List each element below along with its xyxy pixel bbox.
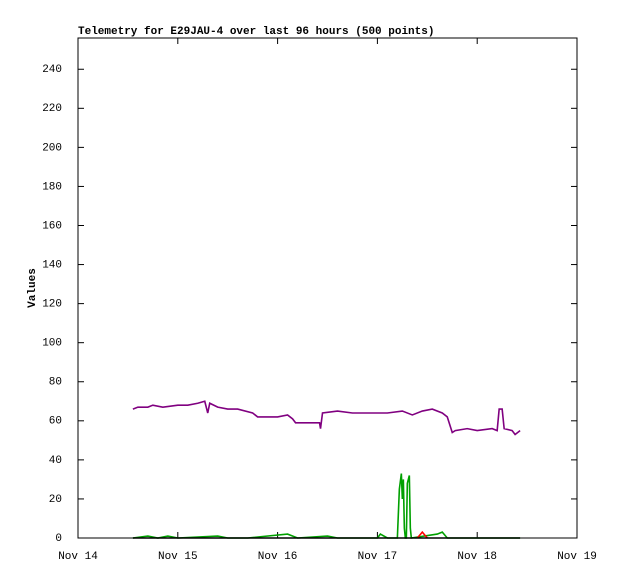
y-tick-label: 80 [49,377,62,389]
y-tick-label: 160 [42,220,62,232]
y-tick-label: 20 [49,494,62,506]
y-tick-label: 140 [42,259,62,271]
series-line [132,400,521,436]
y-tick-label: 40 [49,455,62,467]
x-tick-label: Nov 14 [58,551,98,563]
y-tick-label: 240 [42,64,62,76]
x-tick-label: Nov 17 [358,551,398,563]
x-tick-label: Nov 16 [258,551,298,563]
plot-frame [77,37,578,539]
y-tick-label: 60 [49,416,62,428]
y-tick-label: 200 [42,142,62,154]
y-tick-label: 0 [55,533,62,545]
series-line [132,473,521,539]
y-axis-label: Values [27,268,39,308]
x-tick-label: Nov 18 [457,551,497,563]
x-tick-label: Nov 15 [158,551,198,563]
series-line [416,530,428,539]
y-tick-label: 220 [42,103,62,115]
y-tick-label: 180 [42,181,62,193]
chart-title: Telemetry for E29JAU-4 over last 96 hour… [78,26,434,38]
x-tick-label: Nov 19 [557,551,597,563]
y-tick-label: 120 [42,299,62,311]
y-tick-label: 100 [42,338,62,350]
